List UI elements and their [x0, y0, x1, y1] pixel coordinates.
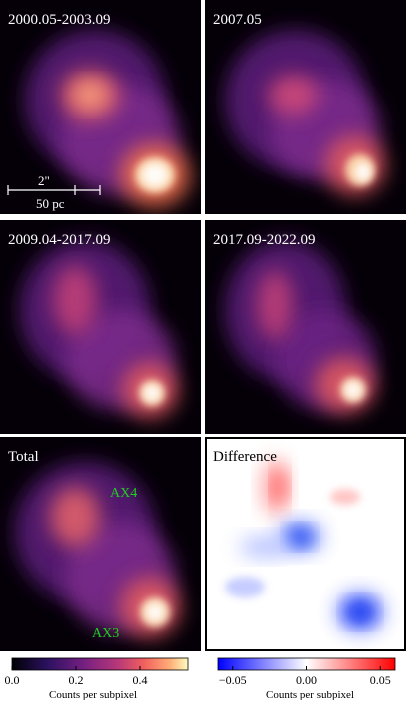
colorbar-tick-label: 0.4	[133, 673, 148, 687]
panel-image	[205, 437, 406, 651]
colorbar-label: Counts per subpixel	[49, 689, 137, 700]
emission	[76, 83, 104, 107]
source-label: AX4	[110, 486, 137, 501]
panel-image	[205, 0, 406, 214]
emission	[50, 487, 100, 547]
panel-image	[0, 220, 201, 434]
emission	[143, 164, 167, 186]
emission	[225, 577, 265, 597]
panel: 2017.09-2022.09	[205, 220, 406, 434]
emission	[268, 75, 318, 115]
colorbar-tick-label: 0.05	[370, 673, 391, 687]
panel-image	[0, 437, 201, 651]
panel-border	[205, 437, 406, 651]
emission	[355, 163, 371, 181]
source-label: AX3	[92, 626, 119, 641]
emission	[53, 265, 97, 335]
panel: 2000.05-2003.09	[0, 0, 201, 214]
panel: Difference	[205, 437, 406, 651]
colorbar-tick-label: −0.05	[219, 673, 247, 687]
panel-image	[205, 220, 406, 434]
panel-label: Total	[8, 449, 39, 465]
panel-label: 2017.09-2022.09	[213, 232, 316, 248]
panel-label: 2007.05	[213, 12, 262, 28]
emission	[330, 489, 360, 505]
scale-physical: 50 pc	[36, 196, 65, 211]
panel-label: 2009.04-2017.09	[8, 232, 111, 248]
panel: 2009.04-2017.09	[0, 220, 201, 434]
colorbar-tick-label: 0.0	[5, 673, 20, 687]
colorbar-tick-label: 0.2	[69, 673, 84, 687]
emission	[145, 386, 159, 400]
emission	[257, 270, 293, 340]
colorbar-tick-label: 0.00	[296, 673, 317, 687]
emission	[290, 529, 310, 545]
panel-label: 2000.05-2003.09	[8, 12, 111, 28]
panel-image	[0, 0, 201, 214]
colorbar-label: Counts per subpixel	[266, 689, 354, 700]
emission	[274, 469, 286, 505]
emission	[348, 602, 372, 622]
panel: Total AX4 AX3	[0, 437, 201, 651]
emission	[147, 604, 163, 620]
emission	[346, 383, 360, 397]
emission	[240, 537, 290, 557]
panel-label: Difference	[213, 449, 277, 465]
scale-angular: 2"	[38, 173, 50, 188]
colorbar	[11, 657, 189, 671]
panel: 2007.05	[205, 0, 406, 214]
